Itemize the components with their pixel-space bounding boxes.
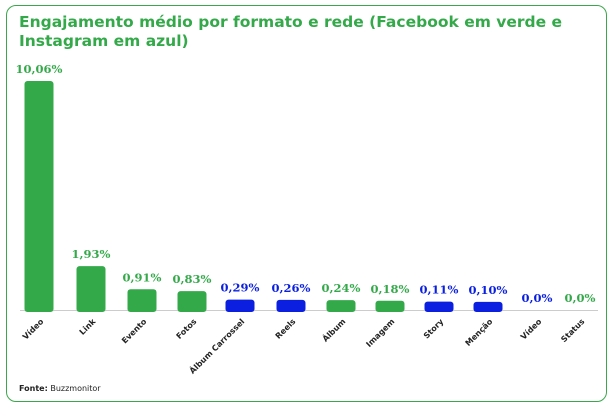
bar-1 xyxy=(76,266,106,312)
source-value: Buzzmonitor xyxy=(50,384,101,393)
bar-3 xyxy=(177,291,207,312)
chart-card xyxy=(6,5,607,402)
data-label-0: 10,06% xyxy=(16,62,63,76)
data-label-4: 0,29% xyxy=(221,281,260,295)
category-label-3: Fotos xyxy=(175,317,199,341)
data-label-1: 1,93% xyxy=(72,247,111,261)
category-label-8: Story xyxy=(422,317,446,341)
category-label-1: Link xyxy=(78,317,98,337)
category-label-10: Vídeo xyxy=(519,317,544,342)
data-label-9: 0,10% xyxy=(469,283,508,297)
bar-4 xyxy=(225,299,255,312)
data-label-3: 0,83% xyxy=(173,272,212,286)
category-label-0: Vídeo xyxy=(21,317,46,342)
source-label: Fonte: xyxy=(19,384,48,393)
category-label-5: Reels xyxy=(274,317,298,341)
category-label-2: Evento xyxy=(120,317,149,346)
category-label-6: Álbum xyxy=(319,316,347,344)
chart-title: Engajamento médio por formato e rede (Fa… xyxy=(19,13,563,50)
bar-2 xyxy=(127,289,157,312)
source-note: Fonte: Buzzmonitor xyxy=(19,384,101,393)
data-label-6: 0,24% xyxy=(322,281,361,295)
bar-7 xyxy=(375,300,405,312)
data-label-8: 0,11% xyxy=(420,283,459,297)
bar-9 xyxy=(473,301,503,312)
bar-6 xyxy=(326,300,356,312)
data-label-10: 0,0% xyxy=(522,291,553,305)
bar-8 xyxy=(424,301,454,312)
category-label-9: Menção xyxy=(464,317,495,348)
bar-0 xyxy=(24,81,54,312)
data-label-5: 0,26% xyxy=(272,281,311,295)
category-label-11: Status xyxy=(559,317,586,344)
data-label-11: 0,0% xyxy=(565,291,596,305)
category-label-7: Imagem xyxy=(364,317,396,349)
bar-5 xyxy=(276,299,306,312)
data-label-7: 0,18% xyxy=(371,282,410,296)
data-label-2: 0,91% xyxy=(123,270,162,284)
